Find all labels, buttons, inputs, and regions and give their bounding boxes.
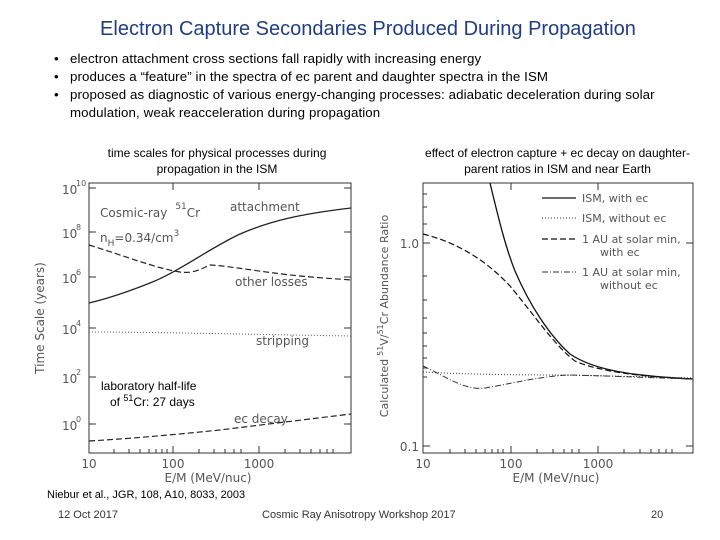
- curve-1au-with-ec: [422, 233, 694, 380]
- legend-label-1au-without-ec: 1 AU at solar min,: [582, 266, 681, 279]
- left-xtick-label: 10: [81, 457, 96, 471]
- right-legend: ISM, with ec ISM, without ec 1 AU at sol…: [542, 192, 681, 292]
- right-ytick-label: 0.1: [400, 440, 419, 454]
- left-legend-line1: Cosmic-ray 51Cr: [100, 202, 200, 220]
- left-x-ticks: [88, 183, 334, 453]
- slide-title: Electron Capture Secondaries Produced Du…: [100, 18, 636, 40]
- curve-ism-without-ec: [422, 371, 694, 379]
- right-plot-caption: effect of electron capture + ec decay on…: [425, 146, 690, 176]
- right-x-axis-label: E/M (MeV/nuc): [513, 471, 600, 485]
- right-y-axis-label: Calculated51V/51Cr Abundance Ratio: [376, 215, 391, 418]
- legend-label-1au-with-ec: 1 AU at solar min,: [582, 233, 681, 246]
- left-y-ticks: [89, 187, 351, 425]
- legend-label-1au-with-ec-line2: with ec: [600, 246, 640, 259]
- left-ytick-exp: 4: [76, 319, 81, 328]
- left-ytick-exp: 10: [76, 179, 86, 188]
- halflife-line2: of 51Cr: 27 days: [110, 393, 195, 410]
- curve-1au-without-ec: [422, 365, 694, 389]
- halflife-sup: 51: [123, 393, 134, 403]
- left-x-tick-labels: 10 100 1000: [81, 457, 274, 471]
- footer-event: Cosmic Ray Anisotropy Workshop 2017: [262, 509, 456, 521]
- left-ytick-label: 10: [62, 183, 77, 197]
- bullet-item: proposed as diagnostic of various energy…: [54, 86, 694, 122]
- left-legend-line2: nH=0.34/cm3: [100, 229, 179, 249]
- right-plot-svg: 1.0 0.1 10 100 1000 E/M (MeV/nuc) Calcul…: [376, 182, 694, 485]
- right-x-ticks: [422, 183, 673, 453]
- bullet-item: electron attachment cross sections fall …: [54, 50, 694, 68]
- halflife-line1: laboratory half-life: [101, 379, 197, 393]
- left-plot: 10 10 10 8 10 6 10 4 10 2 10 0 10 100 10…: [30, 176, 355, 486]
- curve-ec-decay: [88, 413, 352, 442]
- right-xtick-label: 100: [500, 457, 523, 471]
- left-ytick-label: 10: [62, 227, 77, 241]
- right-y-ticks: [423, 193, 693, 447]
- curve-attachment: [88, 207, 352, 304]
- legend-label-1au-without-ec-line2: without ec: [600, 279, 658, 292]
- left-ytick-label: 10: [62, 323, 77, 337]
- curve-label-attachment: attachment: [230, 200, 300, 214]
- reference-citation: Niebur et al., JGR, 108, A10, 8033, 2003: [47, 489, 246, 501]
- legend-label-ism-without-ec: ISM, without ec: [582, 212, 666, 225]
- curve-label-ec-decay: ec decay: [234, 412, 288, 426]
- right-y-tick-labels: 1.0 0.1: [400, 237, 419, 454]
- left-x-axis-label: E/M (MeV/nuc): [165, 471, 252, 485]
- left-ytick-exp: 2: [76, 368, 81, 377]
- left-y-tick-labels: 10 10 10 8 10 6 10 4 10 2 10 0: [62, 179, 86, 433]
- bullet-list: electron attachment cross sections fall …: [54, 50, 694, 122]
- right-ytick-label: 1.0: [400, 237, 419, 251]
- left-y-axis-label: Time Scale (years): [33, 262, 47, 375]
- bullet-item: produces a “feature” in the spectra of e…: [54, 68, 694, 86]
- left-ytick-exp: 8: [76, 223, 81, 232]
- curve-label-other-losses: other losses: [235, 275, 308, 289]
- halflife-annotation: laboratory half-life of 51Cr: 27 days: [99, 378, 199, 410]
- left-xtick-label: 1000: [244, 457, 275, 471]
- curve-stripping: [88, 331, 352, 337]
- left-ytick-label: 10: [62, 372, 77, 386]
- footer-date: 12 Oct 2017: [58, 509, 118, 521]
- curve-other-losses: [88, 244, 352, 281]
- curve-label-stripping: stripping: [256, 334, 309, 348]
- left-xtick-label: 100: [162, 457, 185, 471]
- left-plot-caption: time scales for physical processes durin…: [107, 146, 327, 176]
- curve-ism-with-ec: [489, 182, 694, 380]
- left-ytick-label: 10: [62, 419, 77, 433]
- left-ytick-exp: 6: [76, 268, 81, 277]
- left-ytick-label: 10: [62, 272, 77, 286]
- right-xtick-label: 1000: [583, 457, 614, 471]
- left-ytick-exp: 0: [76, 415, 81, 424]
- right-plot: 1.0 0.1 10 100 1000 E/M (MeV/nuc) Calcul…: [370, 176, 705, 486]
- left-plot-svg: 10 10 10 8 10 6 10 4 10 2 10 0 10 100 10…: [33, 179, 352, 485]
- right-x-tick-labels: 10 100 1000: [415, 457, 613, 471]
- right-xtick-label: 10: [415, 457, 430, 471]
- legend-label-ism-with-ec: ISM, with ec: [582, 192, 648, 205]
- page-number: 20: [651, 509, 664, 521]
- left-plot-frame: [88, 182, 352, 454]
